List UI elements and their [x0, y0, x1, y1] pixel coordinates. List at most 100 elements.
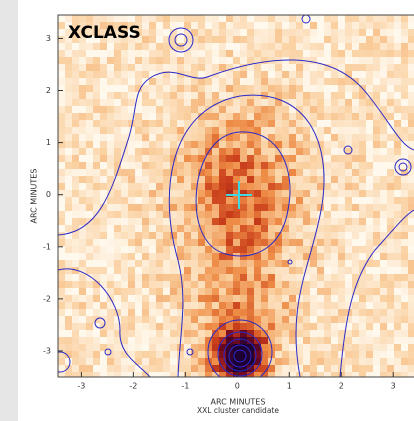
- image-pixel: [121, 281, 128, 288]
- image-pixel: [366, 183, 373, 190]
- image-pixel: [226, 218, 233, 225]
- image-pixel: [198, 78, 205, 85]
- image-pixel: [163, 22, 170, 29]
- image-pixel: [184, 85, 191, 92]
- image-pixel: [191, 64, 198, 71]
- image-pixel: [282, 295, 289, 302]
- image-pixel: [303, 309, 310, 316]
- image-pixel: [135, 120, 142, 127]
- image-pixel: [331, 344, 338, 351]
- image-pixel: [247, 288, 254, 295]
- image-pixel: [296, 225, 303, 232]
- image-pixel: [282, 232, 289, 239]
- image-pixel: [275, 246, 282, 253]
- image-pixel: [254, 211, 261, 218]
- image-pixel: [359, 358, 366, 365]
- image-pixel: [226, 57, 233, 64]
- image-pixel: [177, 85, 184, 92]
- image-pixel: [177, 92, 184, 99]
- image-pixel: [338, 141, 345, 148]
- image-pixel: [282, 22, 289, 29]
- image-pixel: [170, 78, 177, 85]
- image-pixel: [114, 127, 121, 134]
- image-pixel: [72, 344, 79, 351]
- image-pixel: [86, 232, 93, 239]
- image-pixel: [212, 337, 219, 344]
- image-pixel: [128, 323, 135, 330]
- image-pixel: [331, 57, 338, 64]
- image-pixel: [366, 169, 373, 176]
- image-pixel: [205, 134, 212, 141]
- image-pixel: [191, 316, 198, 323]
- image-pixel: [296, 148, 303, 155]
- image-pixel: [303, 232, 310, 239]
- image-pixel: [72, 92, 79, 99]
- image-pixel: [205, 64, 212, 71]
- image-pixel: [58, 204, 65, 211]
- image-pixel: [212, 99, 219, 106]
- image-pixel: [254, 176, 261, 183]
- image-pixel: [79, 330, 86, 337]
- image-pixel: [359, 169, 366, 176]
- image-pixel: [296, 127, 303, 134]
- image-pixel: [310, 36, 317, 43]
- image-pixel: [226, 99, 233, 106]
- image-pixel: [310, 22, 317, 29]
- image-pixel: [282, 351, 289, 358]
- image-pixel: [310, 113, 317, 120]
- image-pixel: [303, 134, 310, 141]
- image-pixel: [128, 50, 135, 57]
- image-pixel: [240, 253, 247, 260]
- image-pixel: [191, 253, 198, 260]
- image-pixel: [408, 295, 414, 302]
- image-pixel: [240, 225, 247, 232]
- image-pixel: [408, 57, 414, 64]
- image-pixel: [177, 64, 184, 71]
- image-pixel: [170, 57, 177, 64]
- image-pixel: [100, 64, 107, 71]
- image-pixel: [261, 197, 268, 204]
- image-pixel: [184, 78, 191, 85]
- image-pixel: [401, 99, 408, 106]
- image-pixel: [114, 344, 121, 351]
- image-pixel: [142, 232, 149, 239]
- image-pixel: [373, 134, 380, 141]
- image-pixel: [72, 15, 79, 22]
- image-pixel: [114, 43, 121, 50]
- image-pixel: [121, 260, 128, 267]
- image-pixel: [121, 204, 128, 211]
- image-pixel: [72, 316, 79, 323]
- image-pixel: [317, 281, 324, 288]
- image-pixel: [100, 183, 107, 190]
- image-pixel: [135, 127, 142, 134]
- image-pixel: [261, 211, 268, 218]
- image-pixel: [219, 141, 226, 148]
- image-pixel: [296, 267, 303, 274]
- image-pixel: [65, 183, 72, 190]
- image-pixel: [86, 225, 93, 232]
- image-pixel: [191, 358, 198, 365]
- image-pixel: [289, 78, 296, 85]
- image-pixel: [310, 106, 317, 113]
- image-pixel: [338, 316, 345, 323]
- image-pixel: [324, 323, 331, 330]
- image-pixel: [79, 71, 86, 78]
- image-pixel: [310, 316, 317, 323]
- image-pixel: [401, 183, 408, 190]
- image-pixel: [261, 113, 268, 120]
- image-pixel: [128, 365, 135, 372]
- image-pixel: [401, 281, 408, 288]
- image-pixel: [156, 155, 163, 162]
- image-pixel: [296, 64, 303, 71]
- image-pixel: [184, 260, 191, 267]
- image-pixel: [380, 141, 387, 148]
- image-pixel: [121, 99, 128, 106]
- image-pixel: [198, 309, 205, 316]
- image-pixel: [289, 155, 296, 162]
- image-pixel: [93, 197, 100, 204]
- image-pixel: [233, 253, 240, 260]
- image-pixel: [359, 239, 366, 246]
- image-pixel: [177, 106, 184, 113]
- image-pixel: [170, 211, 177, 218]
- image-pixel: [254, 162, 261, 169]
